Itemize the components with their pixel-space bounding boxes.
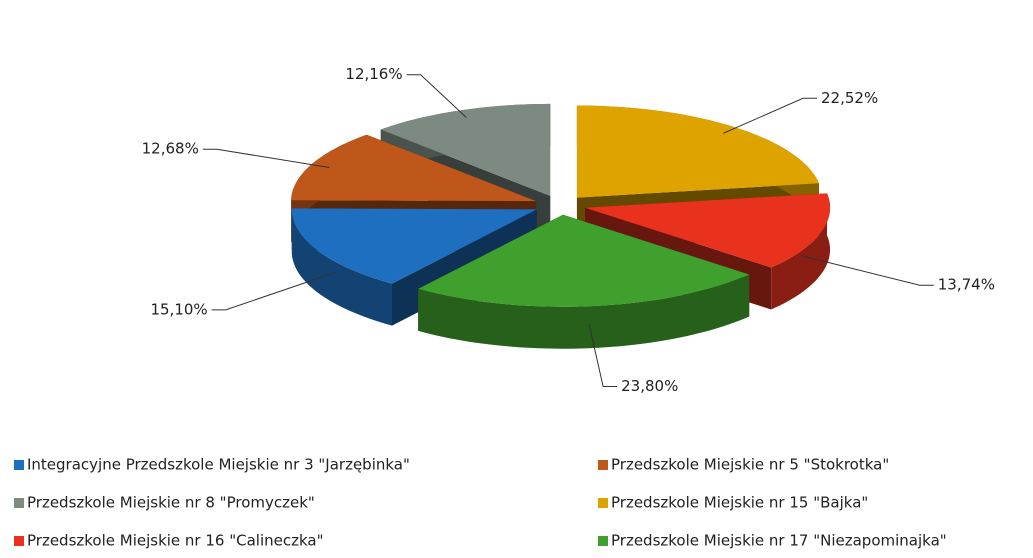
legend-swatch <box>598 460 608 470</box>
legend-swatch <box>14 460 24 470</box>
slice-side <box>418 274 750 349</box>
slice <box>418 214 750 307</box>
legend-label: Przedszkole Miejskie nr 17 "Niezapominaj… <box>611 532 947 550</box>
legend-label: Przedszkole Miejskie nr 5 "Stokrotka" <box>611 456 889 474</box>
leader-line <box>211 272 336 311</box>
slice-side <box>771 193 830 310</box>
slice <box>585 193 830 268</box>
legend-swatch <box>598 498 608 508</box>
data-label: 15,10% <box>150 300 207 318</box>
leader-line <box>723 97 818 134</box>
legend-label: Przedszkole Miejskie nr 16 "Calineczka" <box>27 532 324 550</box>
data-label: 22,52% <box>821 89 878 107</box>
slice <box>576 105 819 198</box>
leader-line <box>202 148 330 169</box>
legend-swatch <box>14 498 24 508</box>
legend-label: Integracyjne Przedszkole Miejskie nr 3 "… <box>27 456 410 474</box>
data-label: 13,74% <box>938 276 995 294</box>
slice <box>291 134 537 202</box>
legend-swatch <box>14 536 24 546</box>
slice <box>380 103 551 196</box>
slice-side <box>291 208 392 326</box>
data-label: 23,80% <box>621 377 678 395</box>
legend-label: Przedszkole Miejskie nr 8 "Promyczek" <box>27 494 315 512</box>
data-label: 12,16% <box>345 65 402 83</box>
legend-label: Przedszkole Miejskie nr 15 "Bajka" <box>611 494 868 512</box>
data-label: 12,68% <box>142 140 199 158</box>
leader-line <box>588 323 618 387</box>
slice <box>291 208 537 284</box>
leader-line <box>801 255 934 286</box>
legend-swatch <box>598 536 608 546</box>
leader-line <box>406 74 467 118</box>
